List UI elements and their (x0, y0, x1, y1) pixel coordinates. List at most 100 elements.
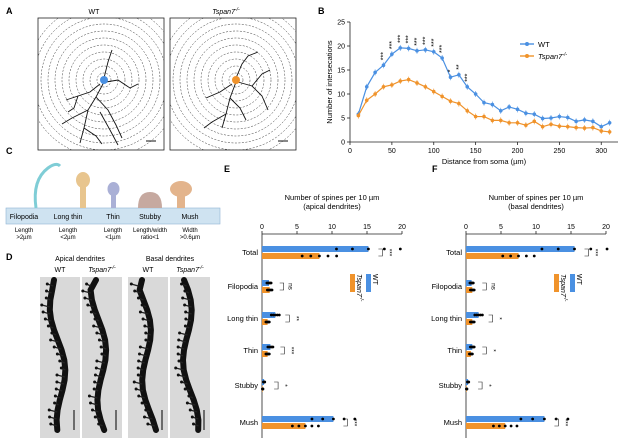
data-point (473, 92, 478, 96)
spine-head (45, 289, 49, 293)
spine-head (132, 380, 136, 384)
data-point (373, 92, 377, 96)
desc-filopodia-1: Length (15, 228, 33, 234)
spine-head (100, 352, 104, 356)
spine-head (176, 373, 180, 377)
sholl-ring (75, 51, 133, 109)
sample-dot (290, 424, 294, 428)
category-label: Filopodia (432, 282, 463, 291)
legend-marker (525, 42, 529, 46)
significance-label: *** (561, 419, 568, 427)
sample-dot (332, 417, 335, 421)
sample-dot (501, 254, 505, 258)
sholl-ko-rings (170, 18, 296, 150)
y-tick-label: 20 (337, 44, 345, 51)
x-tick-label: 50 (388, 148, 396, 155)
long-thin-shape (76, 172, 90, 208)
data-point (457, 73, 461, 77)
spine-head (185, 401, 189, 405)
significance-bracket (478, 381, 483, 390)
spine-head (140, 401, 144, 405)
sholl-ring (54, 30, 154, 130)
sample-dot (471, 281, 475, 285)
desc-thin-1: Length (104, 228, 122, 234)
spine-head (133, 289, 137, 293)
spine-head (183, 289, 187, 293)
spine-head (97, 422, 101, 426)
legend-sup: -/- (562, 52, 567, 58)
d-ko-apical-name: Tspan7 (88, 267, 112, 274)
data-point (591, 119, 595, 124)
desc-stubby-1: Length/width (133, 228, 167, 234)
data-point (390, 83, 394, 87)
spine-head (95, 359, 99, 363)
spine-head (89, 401, 93, 405)
spine-head (54, 387, 58, 391)
sample-dot (297, 424, 301, 428)
data-point (398, 79, 403, 83)
spine-head (55, 373, 59, 377)
sample-dot (467, 380, 471, 384)
sholl-ring (68, 44, 140, 116)
spine-head (85, 282, 89, 286)
bar-ko (262, 423, 306, 429)
mush-shape (170, 181, 192, 208)
data-point (415, 81, 419, 85)
panel-a-ko-sup: -/- (235, 7, 240, 13)
neuron-ko-trace (203, 51, 271, 129)
sample-dot (465, 387, 469, 391)
spine-head (89, 310, 93, 314)
panel-a-letter: A (6, 6, 13, 16)
x-tick-label: 0 (348, 148, 352, 155)
spine-head (49, 422, 53, 426)
y-tick-label: 0 (341, 140, 345, 147)
data-point (465, 85, 470, 89)
x-axis-title: Distance from soma (µm) (442, 157, 527, 166)
significance-bracket (488, 314, 493, 323)
spine-head (177, 359, 181, 363)
data-point (599, 129, 604, 133)
spine-head (87, 394, 91, 398)
spine-head (180, 282, 184, 286)
cat-mush: Mush (181, 214, 198, 221)
significance-star: *** (389, 41, 396, 49)
spine-head (46, 324, 50, 328)
micrograph-apical-ko (81, 277, 122, 438)
spine-head (140, 303, 144, 307)
spine-head (176, 352, 180, 356)
spine-head (134, 387, 138, 391)
spine-head (47, 408, 51, 412)
sample-dot (472, 345, 476, 349)
significance-star: *** (464, 73, 471, 81)
category-label: Stubby (235, 381, 259, 390)
significance-star: *** (414, 37, 421, 45)
spine-head (86, 303, 90, 307)
chart-subtitle: (apical dendrites) (303, 202, 361, 211)
y-tick-label: 5 (341, 116, 345, 123)
ring-group (38, 18, 164, 150)
spine-head (183, 303, 187, 307)
spine-head (55, 352, 59, 356)
spine-head (41, 310, 45, 314)
sample-dot (318, 254, 321, 258)
spine-head (138, 345, 142, 349)
sholl-wt-rings (38, 18, 164, 150)
data-point (423, 85, 428, 89)
desc-long-thin-2: <2µm (60, 235, 75, 241)
data-point (490, 102, 495, 107)
spine-head (59, 366, 63, 370)
data-point (448, 99, 453, 103)
spine-head (90, 408, 94, 412)
spine-head (184, 317, 188, 321)
sample-dot (326, 254, 330, 258)
significance-label: ns (489, 283, 496, 291)
spine-head (81, 289, 85, 293)
neuron-wt-trace (61, 49, 139, 146)
data-point (524, 123, 528, 127)
apical-title: Apical dendrites (55, 256, 105, 263)
x-tick-label: 20 (398, 224, 406, 231)
legend-label-ko: Tspan7-/- (538, 52, 567, 61)
significance-label: ns (287, 283, 294, 291)
bar-ko (262, 287, 270, 293)
data-point (406, 77, 411, 82)
